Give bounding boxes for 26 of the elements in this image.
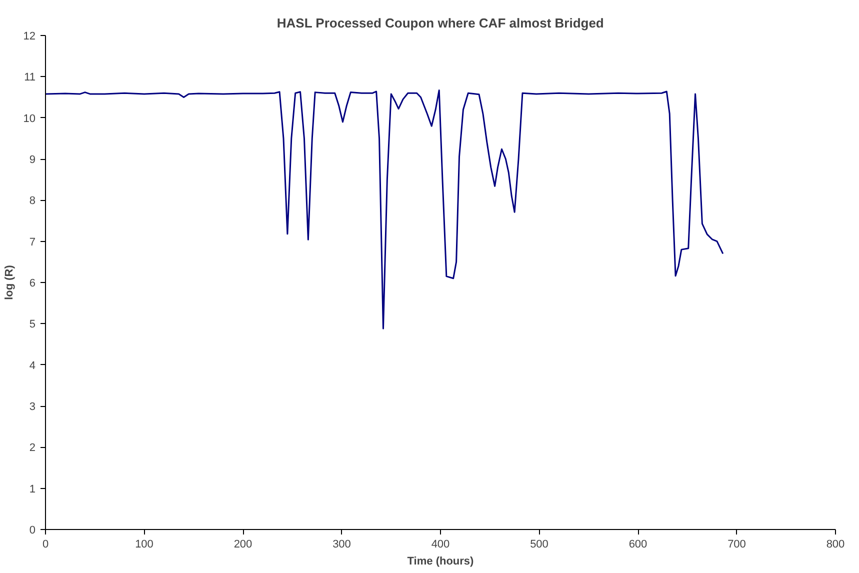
y-tick-label: 1 xyxy=(29,483,36,496)
y-tick-label: 3 xyxy=(29,401,36,413)
x-tick-label: 700 xyxy=(728,538,746,550)
x-tick-label: 500 xyxy=(530,538,548,550)
y-tick-label: 11 xyxy=(24,72,36,84)
y-tick-label: 9 xyxy=(29,154,36,166)
y-tick-label: 10 xyxy=(23,112,36,125)
y-tick-label: 7 xyxy=(29,236,36,248)
x-tick-label: 400 xyxy=(431,538,450,550)
y-tick-label: 0 xyxy=(29,524,36,536)
y-tick-label: 4 xyxy=(29,360,36,372)
line-series xyxy=(46,90,724,330)
x-tick-label: 100 xyxy=(135,538,154,550)
x-tick-label: 600 xyxy=(628,538,648,550)
y-tick-label: 5 xyxy=(29,318,36,331)
chart-title: HASL Processed Coupon where CAF almost Bridged xyxy=(276,16,604,30)
x-tick-label: 200 xyxy=(234,538,252,550)
y-tick-label: 6 xyxy=(29,278,36,290)
y-tick-label: 2 xyxy=(29,442,36,454)
y-tick-label: 12 xyxy=(23,30,36,42)
y-axis-title: log (R) xyxy=(3,264,16,300)
x-axis-title: Time (hours) xyxy=(407,556,474,568)
x-tick-label: 800 xyxy=(826,538,845,550)
x-tick-label: 0 xyxy=(42,538,49,550)
x-tick-label: 300 xyxy=(332,538,351,550)
y-tick-label: 8 xyxy=(29,195,36,208)
